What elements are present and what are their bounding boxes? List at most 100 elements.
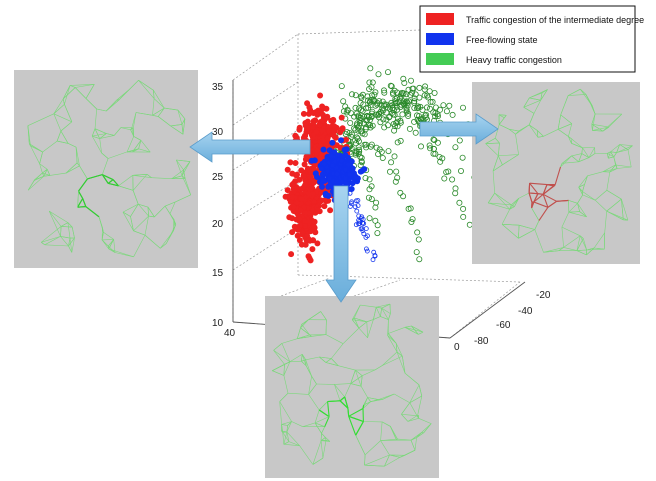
free-point [349,180,356,187]
heavy-point [379,154,386,161]
heavy-point [358,159,365,166]
road-segment [286,431,300,446]
road-segment [301,324,310,336]
road-segment [146,174,152,178]
heavy-point [357,115,364,122]
arrow-to-bottom-network [325,185,357,303]
road-segment [350,375,363,384]
road-segment [390,426,397,441]
road-segment [130,203,139,217]
road-segment [499,124,510,130]
road-segment [619,144,629,150]
road-segment [610,144,620,153]
road-segment [557,114,561,130]
road-segment [501,209,510,225]
road-segment [578,157,590,163]
road-segment [509,206,515,210]
road-segment [42,169,48,174]
road-segment [69,85,76,88]
heavy-point [394,139,401,146]
road-segment [53,113,72,123]
heavy-point [430,109,437,116]
free-point [353,222,359,228]
road-segment [311,376,317,385]
free-point [361,166,368,173]
road-segment [389,454,401,458]
road-segment [378,393,395,400]
road-segment [112,179,119,187]
road-segment [273,343,283,351]
road-segment [384,454,390,467]
road-segment [334,383,351,385]
road-segment [56,130,62,142]
road-segment [579,211,587,218]
heavy-point [429,98,436,105]
heavy-point [381,124,388,131]
road-segment [34,175,45,181]
road-segment [132,174,148,176]
free-point [327,152,334,159]
road-segment [576,250,587,256]
road-network-bottom [265,296,439,478]
heavy-point [357,153,364,160]
road-segment [34,172,43,181]
heavy-point [381,89,388,96]
free-point [348,201,354,207]
road-segment [77,191,79,208]
heavy-point [352,104,359,111]
road-segment [130,127,134,131]
road-segment [128,80,139,91]
road-segment [183,161,191,171]
free-point [320,177,327,184]
heavy-point [409,216,416,223]
road-segment [529,192,538,195]
free-point [363,246,369,252]
road-segment [41,236,61,243]
legend-label-heavy: Heavy traffic congestion [466,55,562,65]
heavy-point [368,183,375,190]
road-segment [28,175,45,191]
road-segment [617,166,632,169]
heavy-point [393,100,400,107]
road-segment [556,199,569,202]
road-segment [27,113,54,126]
heavy-point [394,118,401,125]
road-segment [85,206,100,218]
road-segment [287,421,292,426]
heavy-point [344,107,351,114]
road-segment [606,190,622,200]
heavy-point [422,83,429,90]
road-segment [351,304,361,320]
heavy-point [356,146,363,153]
road-segment [138,148,151,153]
road-segment [99,138,102,154]
road-segment [305,356,320,361]
road-segment [568,136,573,140]
heavy-point [363,144,370,151]
z-tick-15: 15 [212,268,224,279]
intermediate-point [302,181,309,188]
road-segment [519,224,535,230]
road-segment [494,192,512,206]
road-segment [283,431,288,445]
free-point [363,234,369,240]
intermediate-point [306,255,313,262]
road-segment [60,121,72,132]
heavy-point [352,92,359,99]
road-segment [355,435,366,456]
road-segment [53,104,65,115]
road-segment [48,210,61,237]
road-segment [409,384,420,403]
road-segment [360,304,377,308]
road-segment [43,175,50,177]
road-segment [177,109,186,119]
road-segment [594,247,605,250]
legend-swatch-free [426,33,454,45]
intermediate-point [296,215,303,222]
road-segment [301,360,307,366]
road-segment [181,169,184,176]
road-segment [46,169,51,176]
heavy-point [400,100,407,107]
road-segment [568,211,580,213]
road-segment [106,133,115,136]
